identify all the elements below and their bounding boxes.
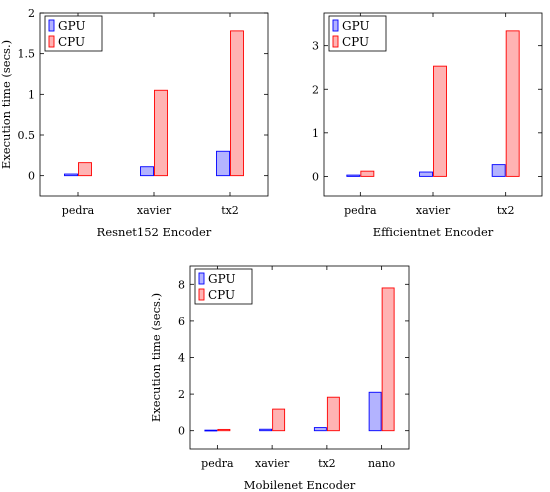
gpu-bar-tx2 xyxy=(491,164,506,177)
x-tick-label: tx2 xyxy=(318,457,336,470)
y-tick-label: 6 xyxy=(178,315,185,328)
legend-label-cpu: CPU xyxy=(58,35,85,49)
cpu-bar-pedra xyxy=(217,428,231,432)
legend-box xyxy=(328,15,387,52)
legend-swatch-cpu xyxy=(332,35,339,48)
legend-swatch-gpu xyxy=(48,19,55,32)
y-tick-label: 2 xyxy=(28,7,35,20)
legend-label-gpu: GPU xyxy=(58,19,86,33)
x-tick-label: pedra xyxy=(201,457,234,470)
cpu-bar-xavier xyxy=(433,65,447,177)
legend: GPU CPU xyxy=(44,15,103,52)
cpu-bar-xavier xyxy=(272,408,286,432)
legend-box xyxy=(44,15,103,52)
legend-label-cpu: CPU xyxy=(342,35,369,49)
gpu-bar-pedra xyxy=(204,429,218,432)
y-tick-label: 8 xyxy=(178,278,185,291)
y-tick-label: 0.5 xyxy=(18,129,36,142)
cpu-bar-pedra xyxy=(78,162,92,177)
cpu-bar-tx2 xyxy=(505,30,520,177)
gpu-bar-tx2 xyxy=(216,150,230,177)
gpu-bar-pedra xyxy=(64,173,78,177)
legend: GPU CPU xyxy=(328,15,387,52)
legend-label-gpu: GPU xyxy=(342,19,370,33)
gpu-bar-tx2 xyxy=(313,427,327,432)
y-tick-label: 2 xyxy=(312,83,319,96)
y-tick-label: 4 xyxy=(178,352,185,365)
legend: GPU CPU xyxy=(194,268,253,305)
y-axis-label: Execution time (secs.) xyxy=(0,40,13,169)
legend-swatch-gpu xyxy=(198,272,205,285)
x-tick-label: tx2 xyxy=(221,204,239,217)
subplot-3: 0 2 4 6 8 pedra xavier tx2 nano Mobilenet Encoder… xyxy=(149,265,410,492)
legend-swatch-gpu xyxy=(332,19,339,32)
legend-label-cpu: CPU xyxy=(208,288,235,302)
cpu-bar-nano xyxy=(381,287,395,432)
gpu-bar-nano xyxy=(368,391,382,432)
legend-label-gpu: GPU xyxy=(208,272,236,286)
y-tick-label: 3 xyxy=(312,40,319,53)
subplot-1: 0 0.5 1 1.5 2 pedra xavier tx2 Resnet152 Encoder… xyxy=(0,7,269,239)
x-tick-label: pedra xyxy=(344,204,377,217)
y-tick-label: 1 xyxy=(312,127,319,140)
x-tick-label: xavier xyxy=(416,204,451,217)
y-tick-label: 0 xyxy=(312,170,319,183)
x-axis-label: Resnet152 Encoder xyxy=(97,225,212,239)
x-tick-label: nano xyxy=(368,457,396,470)
gpu-bar-xavier xyxy=(419,171,433,177)
gpu-bar-xavier xyxy=(259,428,273,432)
x-tick-label: xavier xyxy=(255,457,290,470)
y-axis-label: Execution time (secs.) xyxy=(149,293,163,422)
x-tick-label: pedra xyxy=(62,204,95,217)
x-tick-label: tx2 xyxy=(497,204,515,217)
y-tick-label: 2 xyxy=(178,388,185,401)
cpu-bar-tx2 xyxy=(326,396,340,432)
x-axis-label: Mobilenet Encoder xyxy=(244,478,356,492)
cpu-bar-pedra xyxy=(360,170,375,177)
y-tick-label: 1 xyxy=(28,88,35,101)
y-tick-label: 1.5 xyxy=(18,48,36,61)
legend-box xyxy=(194,268,253,305)
cpu-bar-xavier xyxy=(154,89,168,177)
cpu-bar-tx2 xyxy=(230,30,244,177)
gpu-bar-xavier xyxy=(140,166,154,177)
y-tick-label: 0 xyxy=(28,170,35,183)
legend-swatch-cpu xyxy=(48,35,55,48)
x-axis-label: Efficientnet Encoder xyxy=(373,225,494,239)
x-tick-label: xavier xyxy=(137,204,172,217)
y-tick-label: 0 xyxy=(178,425,185,438)
gpu-bar-pedra xyxy=(346,174,361,177)
legend-swatch-cpu xyxy=(198,288,205,301)
